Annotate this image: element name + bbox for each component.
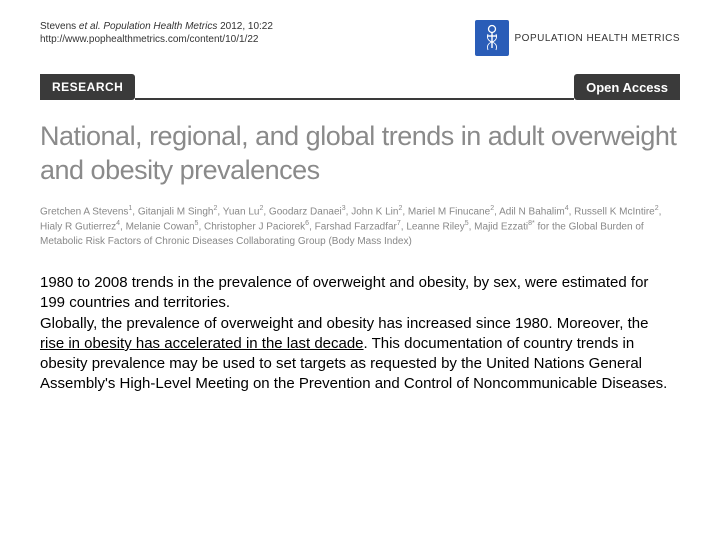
summary-underlined: rise in obesity has accelerated in the l… — [40, 335, 364, 352]
paper-title: National, regional, and global trends in… — [40, 120, 680, 188]
summary-sentence-1: 1980 to 2008 trends in the prevalence of… — [40, 274, 648, 311]
citation-url: http://www.pophealthmetrics.com/content/… — [40, 33, 273, 46]
open-access-label: Open Access — [574, 74, 680, 100]
summary-paragraph: 1980 to 2008 trends in the prevalence of… — [40, 273, 680, 395]
journal-logo-icon — [475, 20, 509, 56]
journal-badge: POPULATION HEALTH METRICS — [475, 20, 680, 56]
paper-container: Stevens et al. Population Health Metrics… — [0, 0, 720, 415]
journal-name: POPULATION HEALTH METRICS — [515, 33, 680, 44]
citation-prefix: Stevens — [40, 21, 79, 32]
authors-list: Gretchen A Stevens1, Gitanjali M Singh2,… — [40, 204, 680, 250]
section-bar: RESEARCH Open Access — [40, 74, 680, 100]
citation-italic: et al. Population Health Metrics — [79, 21, 217, 32]
citation-block: Stevens et al. Population Health Metrics… — [40, 20, 273, 46]
research-label: RESEARCH — [40, 74, 135, 100]
citation-line-1: Stevens et al. Population Health Metrics… — [40, 20, 273, 33]
bar-divider — [135, 98, 574, 100]
header-row: Stevens et al. Population Health Metrics… — [40, 20, 680, 56]
summary-part-2a: Globally, the prevalence of overweight a… — [40, 315, 648, 332]
citation-suffix: 2012, 10:22 — [217, 21, 273, 32]
